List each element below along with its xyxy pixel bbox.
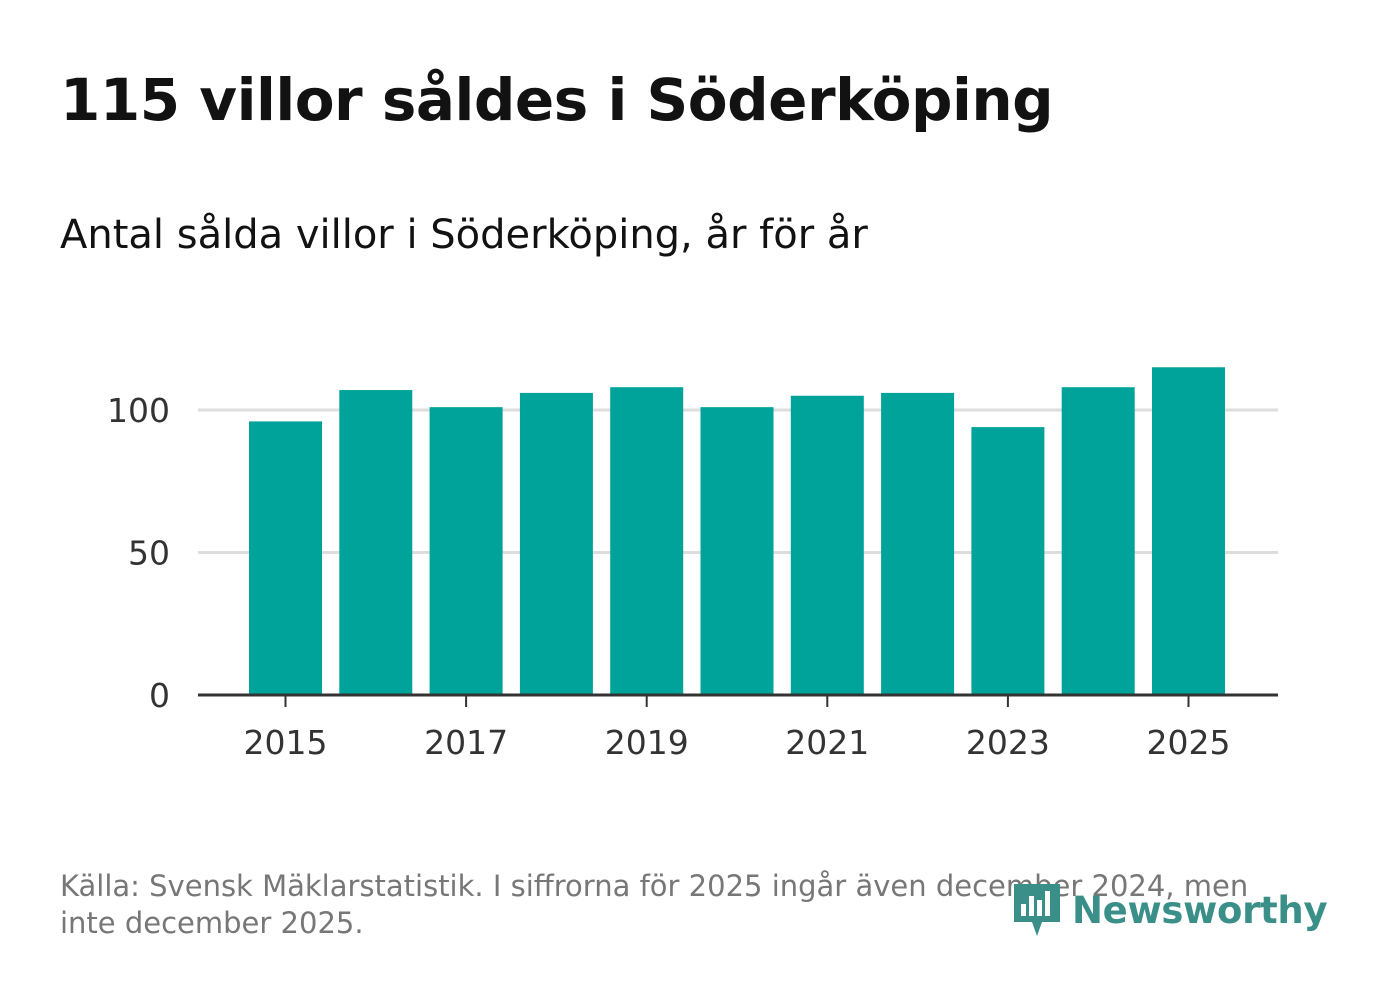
bar-2020	[700, 407, 774, 695]
x-tick-label: 2023	[966, 723, 1050, 762]
x-tick-label: 2015	[244, 723, 328, 762]
newsworthy-logo: Newsworthy	[1010, 880, 1328, 940]
y-tick-label: 0	[149, 676, 170, 715]
bar-2023	[971, 427, 1045, 695]
newsworthy-logo-text: Newsworthy	[1072, 888, 1328, 932]
x-tick-label: 2019	[605, 723, 689, 762]
newsworthy-logo-icon	[1014, 884, 1060, 936]
bar-2024	[1061, 387, 1135, 695]
bar-2025	[1152, 367, 1225, 695]
chart-subtitle: Antal sålda villor i Söderköping, år för…	[60, 212, 868, 258]
x-axis	[198, 693, 1278, 707]
x-tick-label: 2017	[424, 723, 508, 762]
bar-2019	[610, 387, 684, 695]
x-axis-labels: 2015 2017 2019 2021 2023 2025	[244, 723, 1231, 762]
bar-2016	[339, 390, 413, 695]
y-tick-label: 50	[128, 534, 170, 573]
bar-2018	[519, 392, 593, 695]
y-tick-label: 100	[107, 391, 170, 430]
bar-2022	[881, 392, 955, 695]
bar-2015	[249, 421, 322, 695]
bars	[249, 367, 1225, 695]
y-axis-labels: 0 50 100	[107, 391, 170, 715]
chart-title: 115 villor såldes i Söderköping	[60, 66, 1054, 134]
x-tick-label: 2021	[785, 723, 869, 762]
x-tick-label: 2025	[1147, 723, 1231, 762]
bar-2017	[429, 407, 503, 695]
bar-2021	[790, 395, 864, 695]
